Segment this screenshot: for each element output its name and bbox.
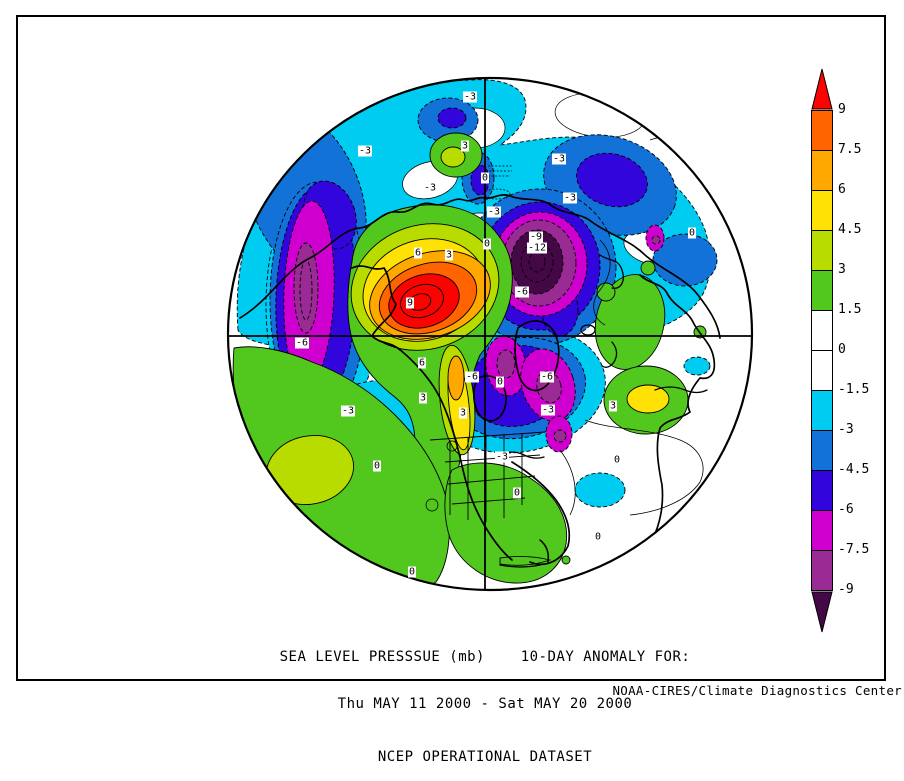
contour-value-label: -3 <box>462 91 478 103</box>
colorbar-arrow-down <box>811 591 833 633</box>
anomaly-map <box>226 76 754 592</box>
colorbar-tick-label: 9 <box>838 102 846 117</box>
contour-value-label: 0 <box>593 531 603 543</box>
contour-value-label: -6 <box>464 371 480 383</box>
colorbar-segment <box>812 470 832 510</box>
colorbar-segment <box>812 110 832 150</box>
colorbar-tick-label: -4.5 <box>838 462 870 477</box>
contour-value-label: 3 <box>418 392 428 404</box>
contour-value-label: -3 <box>340 405 356 417</box>
plot-dataset: NCEP OPERATIONAL DATASET <box>377 749 593 765</box>
colorbar-tick-label: 3 <box>838 262 846 277</box>
contour-value-label: 0 <box>480 172 490 184</box>
colorbar-segment <box>812 150 832 190</box>
colorbar-segment <box>812 270 832 310</box>
colorbar-arrow-up <box>811 68 833 110</box>
coastlines <box>239 194 721 568</box>
colorbar-tick-label: -1.5 <box>838 382 870 397</box>
colorbar-segment <box>812 510 832 550</box>
colorbar-segment <box>812 310 832 350</box>
contour-value-label: 9 <box>405 297 415 309</box>
plot-border <box>16 15 886 681</box>
colorbar-tick-label: -6 <box>838 502 854 517</box>
contour-value-label: -12 <box>526 242 548 254</box>
colorbar-tick-label: 1.5 <box>838 302 862 317</box>
contour-value-label: -6 <box>294 337 310 349</box>
contour-value-label: 0 <box>612 454 622 466</box>
contour-value-label: -9 <box>528 231 544 243</box>
plot-title: SEA LEVEL PRESSSUE (mb) 10-DAY ANOMALY F… <box>279 649 691 665</box>
map-circle-outline <box>226 76 754 592</box>
colorbar-segment <box>812 550 832 590</box>
colorbar-tick-label: 0 <box>838 342 846 357</box>
contour-value-label: 0 <box>482 238 492 250</box>
colorbar-segment <box>812 190 832 230</box>
contour-value-label: -3 <box>551 153 567 165</box>
contour-value-label: 6 <box>417 357 427 369</box>
colorbar-tick-label: 7.5 <box>838 142 862 157</box>
colorbar-tick-label: 6 <box>838 182 846 197</box>
contour-value-label: 3 <box>458 407 468 419</box>
contour-value-label: 0 <box>687 227 697 239</box>
colorbar-segment <box>812 430 832 470</box>
colorbar-segment <box>812 230 832 270</box>
contour-value-label: -6 <box>539 371 555 383</box>
colorbar-tick-label: -9 <box>838 582 854 597</box>
contour-value-label: -3 <box>494 451 510 463</box>
plot-titles: SEA LEVEL PRESSSUE (mb) 10-DAY ANOMALY F… <box>85 617 885 781</box>
contour-value-label: 3 <box>460 140 470 152</box>
us-state-borders <box>429 431 546 522</box>
contour-value-label: -3 <box>357 145 373 157</box>
contour-value-label: 3 <box>608 400 618 412</box>
contour-value-label: 0 <box>372 460 382 472</box>
meridian-crosshair <box>228 78 752 590</box>
plot-date-range: Thu MAY 11 2000 - Sat MAY 20 2000 <box>337 696 633 712</box>
contour-value-label: -3 <box>562 192 578 204</box>
colorbar <box>811 68 833 633</box>
contour-value-label: 0 <box>512 487 522 499</box>
colorbar-segments <box>811 110 833 591</box>
contour-value-label: -6 <box>514 286 530 298</box>
contour-value-label: -3 <box>422 182 438 194</box>
colorbar-segment <box>812 350 832 390</box>
contour-value-label: -3 <box>540 404 556 416</box>
contour-value-label: 0 <box>407 566 417 578</box>
contour-value-label: 6 <box>413 247 423 259</box>
colorbar-tick-label: -7.5 <box>838 542 870 557</box>
contour-value-label: 0 <box>495 376 505 388</box>
colorbar-tick-label: 4.5 <box>838 222 862 237</box>
attribution-text: NOAA-CIRES/Climate Diagnostics Center <box>612 683 902 698</box>
plot-page: { "titles": { "line1": "SEA LEVEL PRESSS… <box>16 15 902 765</box>
contour-value-label: 3 <box>444 249 454 261</box>
contour-value-label: -3 <box>486 206 502 218</box>
colorbar-tick-label: -3 <box>838 422 854 437</box>
colorbar-segment <box>812 390 832 430</box>
